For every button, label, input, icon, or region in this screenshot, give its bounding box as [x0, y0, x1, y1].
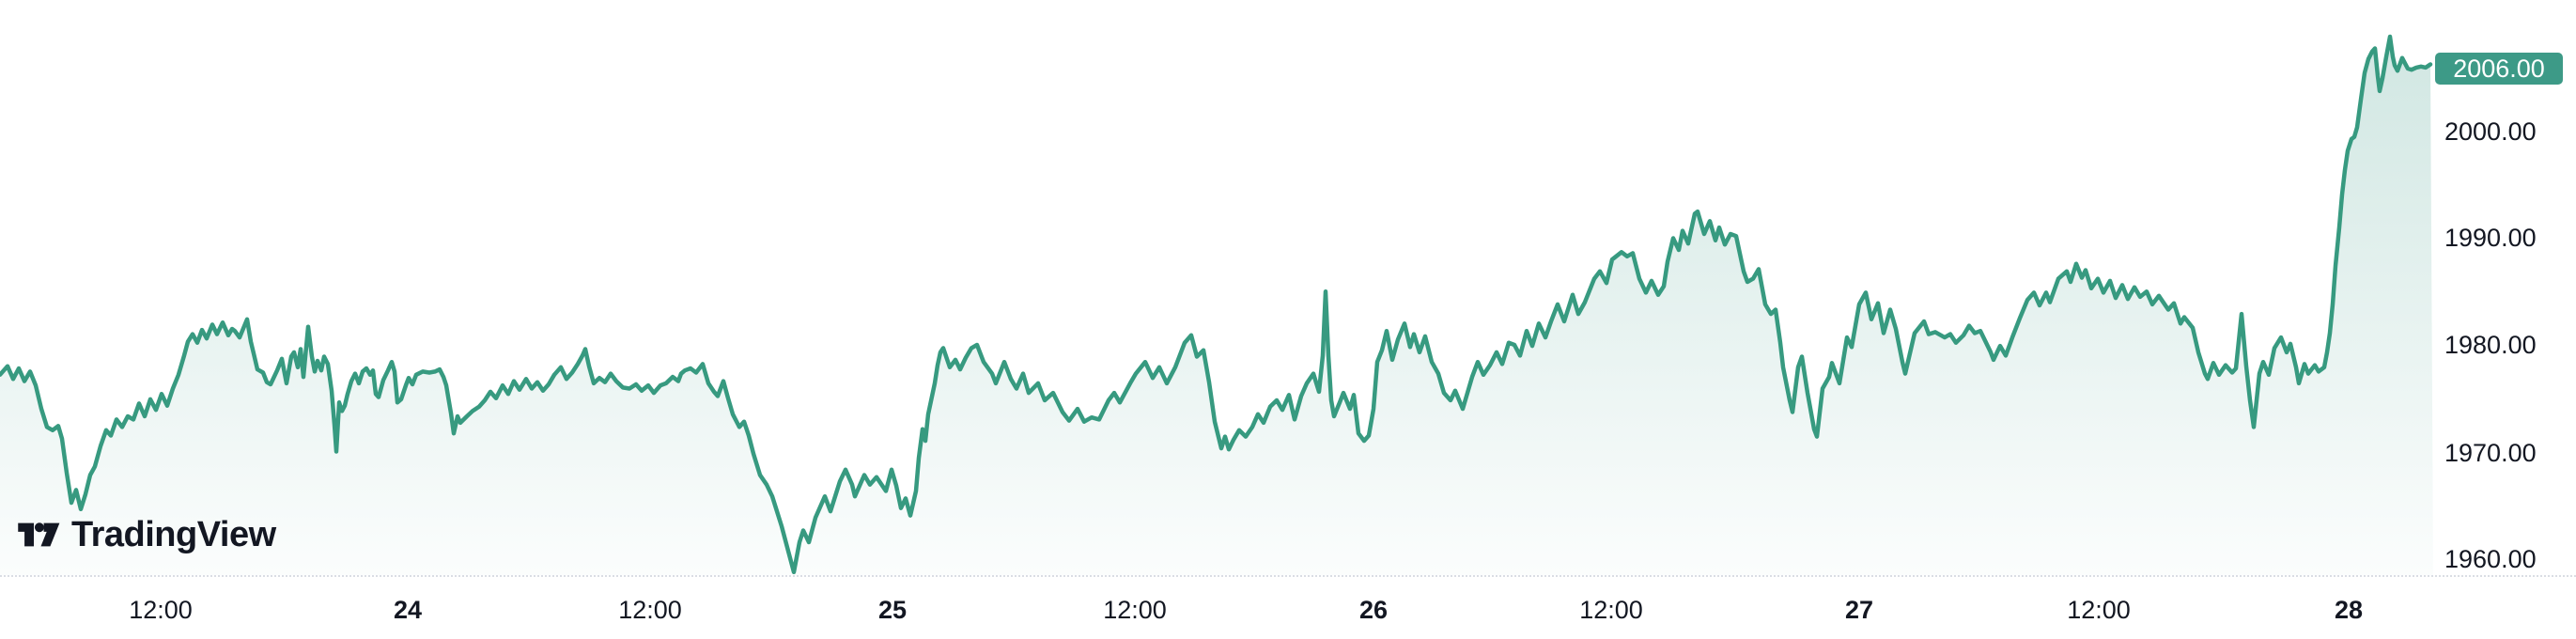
price-axis-label: 1960.00 — [2444, 545, 2537, 573]
time-axis-day-label: 28 — [2334, 596, 2364, 624]
time-axis-day-label: 24 — [393, 596, 423, 624]
time-axis-day-label: 26 — [1358, 596, 1389, 624]
time-axis-day-label: 27 — [1844, 596, 1874, 624]
tradingview-logo-text: TradingView — [71, 515, 276, 554]
price-axis-label: 1970.00 — [2444, 439, 2537, 467]
price-axis-label: 1980.00 — [2444, 331, 2537, 359]
tradingview-logo[interactable]: TradingView — [17, 513, 276, 556]
tradingview-logo-icon — [18, 522, 60, 547]
price-area-chart[interactable] — [0, 0, 2435, 576]
area-fill — [0, 37, 2433, 575]
time-axis-hour-label: 12:00 — [1579, 596, 1643, 624]
price-line — [0, 34, 2433, 575]
price-axis-label: 1990.00 — [2444, 224, 2537, 252]
time-axis-hour-label: 12:00 — [2067, 596, 2131, 624]
time-axis-hour-label: 12:00 — [618, 596, 682, 624]
time-axis-day-label: 25 — [877, 596, 908, 624]
price-axis-label: 2000.00 — [2444, 117, 2537, 146]
time-axis-hour-label: 12:00 — [1103, 596, 1167, 624]
time-axis-separator — [0, 575, 2576, 577]
time-axis-hour-label: 12:00 — [129, 596, 193, 624]
last-price-badge: 2006.00 — [2435, 53, 2563, 85]
